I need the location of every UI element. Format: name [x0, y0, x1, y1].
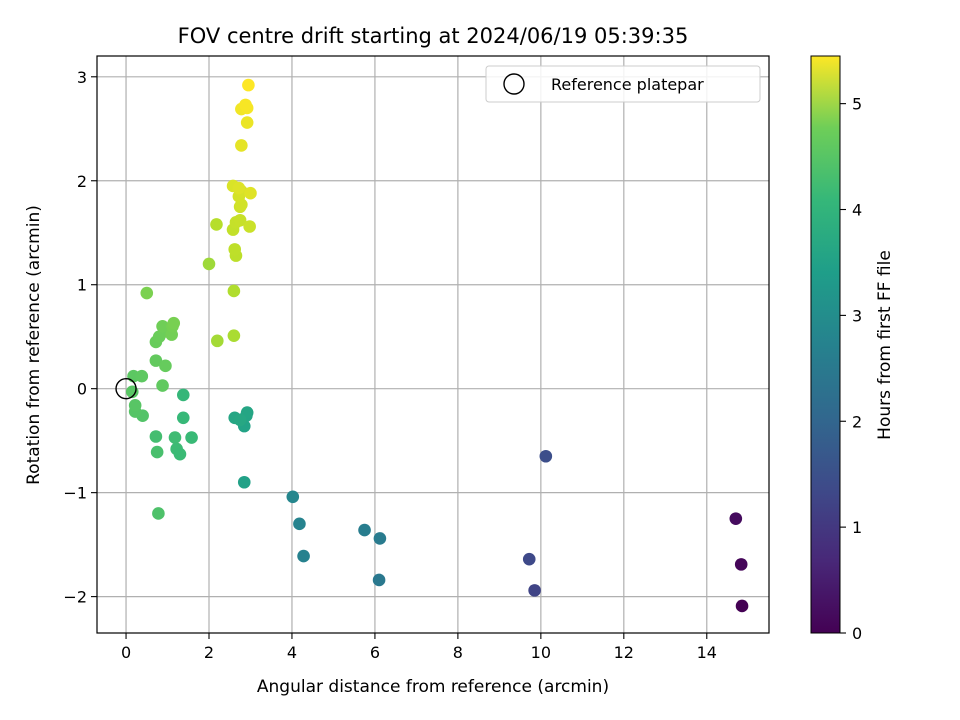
- data-point: [729, 512, 743, 525]
- data-point: [293, 517, 306, 531]
- y-tick-label: 2: [77, 172, 87, 191]
- legend: Reference platepar: [485, 65, 761, 103]
- colorbar-tick-label: 0: [852, 624, 862, 643]
- data-point: [140, 286, 154, 300]
- data-point: [233, 413, 247, 427]
- data-point: [167, 316, 181, 330]
- colorbar-tick-label: 3: [852, 306, 862, 325]
- x-tick-label: 8: [453, 643, 463, 662]
- x-tick-label: 0: [121, 643, 131, 662]
- data-point: [176, 388, 190, 402]
- data-point: [243, 220, 256, 233]
- data-point: [227, 329, 241, 342]
- data-point: [228, 243, 242, 256]
- reference-marker: [115, 377, 137, 400]
- legend-entry-reference: Reference platepar: [551, 75, 704, 94]
- data-point: [235, 139, 248, 152]
- colorbar: 0 1 2 3 4 5 Hours from first FF file: [810, 55, 895, 643]
- data-point: [173, 447, 187, 461]
- data-point: [149, 430, 163, 443]
- data-point: [528, 584, 541, 597]
- x-tick-label: 4: [287, 643, 297, 662]
- data-points: [125, 78, 749, 613]
- data-point: [202, 257, 216, 271]
- x-tick-label: 14: [697, 643, 717, 662]
- colorbar-tick-label: 2: [852, 412, 862, 431]
- colorbar-tick-label: 1: [852, 518, 862, 537]
- y-tick-label: −1: [63, 484, 87, 503]
- colorbar-tick-label: 5: [852, 95, 862, 114]
- y-axis-ticks: −2 −1 0 1 2 3: [63, 68, 97, 607]
- legend-reference-marker: [503, 73, 525, 95]
- data-point: [135, 369, 149, 383]
- data-point: [373, 532, 387, 545]
- data-point: [227, 284, 241, 298]
- data-point: [239, 98, 252, 112]
- data-point: [240, 116, 254, 129]
- data-point: [237, 475, 251, 489]
- data-point: [233, 213, 247, 227]
- data-point: [286, 490, 300, 504]
- data-point: [522, 552, 536, 566]
- x-axis-label: Angular distance from reference (arcmin): [257, 677, 609, 697]
- data-point: [185, 431, 198, 444]
- data-point: [358, 523, 371, 537]
- data-point: [210, 218, 223, 231]
- data-point: [159, 359, 172, 373]
- colorbar-tick-label: 4: [852, 201, 862, 220]
- x-tick-label: 6: [370, 643, 380, 662]
- data-point: [156, 379, 169, 392]
- x-axis-ticks: 0 2 4 6 8 10 12 14: [121, 633, 717, 662]
- data-point: [210, 334, 224, 348]
- y-axis-label: Rotation from reference (arcmin): [24, 205, 44, 485]
- legend-box: [485, 65, 761, 103]
- colorbar-label: Hours from first FF file: [875, 250, 895, 440]
- x-tick-label: 10: [531, 643, 551, 662]
- data-point: [372, 573, 386, 587]
- colorbar-ticks: 0 1 2 3 4 5: [840, 95, 862, 643]
- plot-frame: [96, 55, 770, 634]
- data-point: [176, 411, 190, 425]
- data-point: [232, 181, 246, 195]
- data-point: [128, 399, 142, 412]
- y-tick-label: −2: [63, 588, 87, 607]
- data-point: [156, 320, 169, 333]
- colorbar-gradient: [810, 55, 841, 634]
- data-point: [735, 599, 749, 613]
- data-point: [242, 78, 255, 92]
- data-point: [734, 558, 748, 571]
- x-tick-label: 2: [204, 643, 214, 662]
- data-point: [150, 445, 164, 459]
- y-tick-label: 3: [77, 68, 87, 87]
- data-point: [149, 354, 163, 367]
- data-point: [152, 507, 165, 520]
- chart-title: FOV centre drift starting at 2024/06/19 …: [178, 24, 689, 48]
- x-tick-label: 12: [614, 643, 634, 662]
- data-point: [168, 431, 182, 444]
- data-point: [297, 549, 310, 563]
- data-point: [244, 186, 257, 200]
- y-tick-label: 0: [77, 380, 87, 399]
- reference-platepar-marker: [115, 377, 137, 400]
- grid: [97, 56, 769, 633]
- data-point: [539, 449, 553, 463]
- y-tick-label: 1: [77, 276, 87, 295]
